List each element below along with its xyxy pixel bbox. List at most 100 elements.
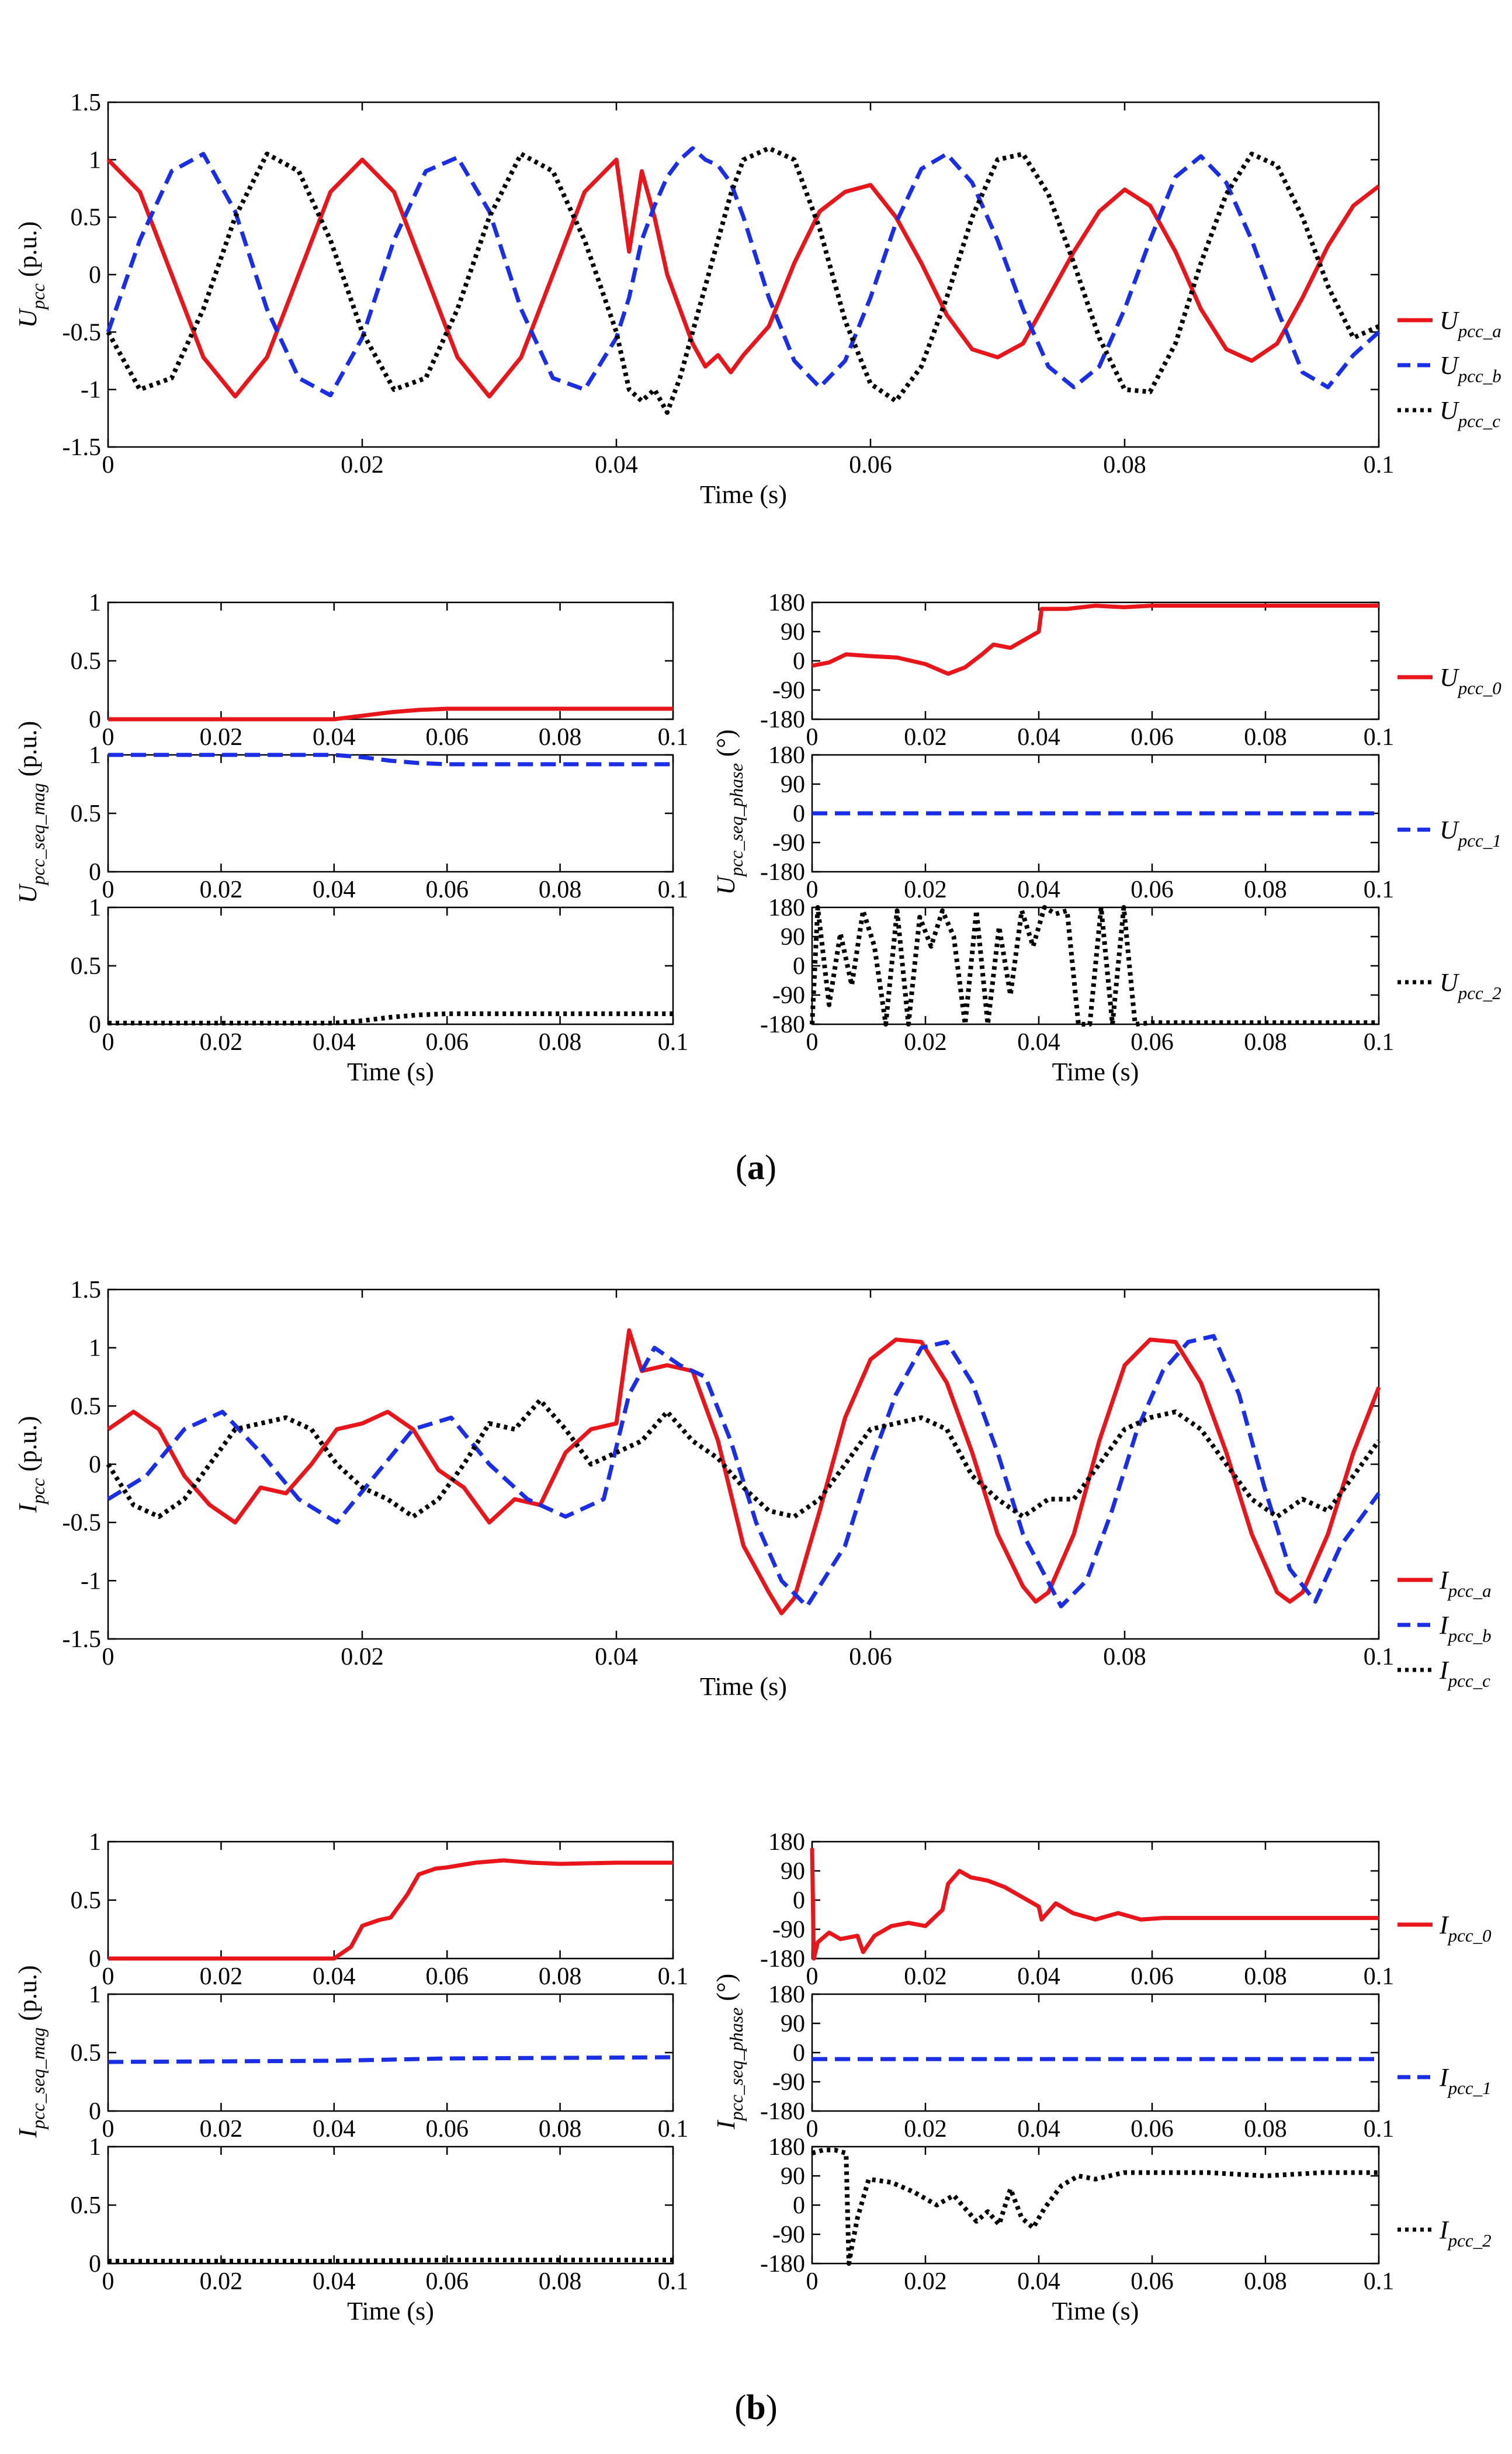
x-axis-label-a_phase-2: Time (s) [1052, 1058, 1139, 1086]
x-tick-label-a_main: 0.04 [595, 452, 638, 479]
x-tick-label-b_phase-0: 0 [806, 1963, 819, 1990]
y-axis-label-b_mag: Ipcc_seq_mag (p.u.) [13, 1965, 48, 2138]
y-tick-label-b_phase-1: -90 [772, 2069, 805, 2096]
x-tick-label-a_mag-1: 0.04 [313, 876, 356, 903]
legend-item-pcc-1: Upcc_1 [1397, 816, 1501, 851]
series-line-u-pcc-0 [812, 604, 1379, 676]
legend-item-pcc-b: Upcc_b [1397, 351, 1501, 386]
legend-label-sub: pcc_2 [1457, 983, 1501, 1003]
x-tick-label-a_phase-2: 0 [806, 1029, 819, 1056]
y-tick-label-b_main: -1 [81, 1568, 101, 1595]
legend-label-sub: pcc_c [1457, 411, 1501, 431]
y-axis-label-unit: (p.u.) [13, 221, 42, 277]
legend-label-sub: pcc_a [1447, 1580, 1492, 1601]
chart-a_mag-2: 0 0.02 0.04 0.06 0.08 0.1 0 0.5 1 Time (s) [71, 895, 689, 1086]
x-tick-label-a_phase-2: 0.04 [1017, 1029, 1060, 1056]
x-tick-label-a_main: 0.06 [849, 452, 892, 479]
legend-item-pcc-1: Ipcc_1 [1397, 2063, 1492, 2098]
x-tick-label-b_main: 0.08 [1103, 1644, 1146, 1670]
x-tick-label-b_mag-2: 0.04 [313, 2268, 356, 2295]
x-tick-label-a_mag-0: 0 [102, 724, 115, 751]
x-tick-label-a_mag-1: 0.1 [658, 876, 689, 903]
x-tick-label-b_phase-2: 0.08 [1244, 2268, 1287, 2295]
x-tick-label-a_phase-2: 0.02 [904, 1029, 947, 1056]
series-line-u-pcc-b [106, 146, 1381, 397]
legend-item-pcc-0: Ipcc_0 [1397, 1911, 1492, 1946]
x-tick-label-a_mag-1: 0.08 [539, 876, 582, 903]
x-tick-label-b_mag-2: 0.1 [658, 2268, 689, 2295]
x-tick-label-a_mag-1: 0.06 [425, 876, 469, 903]
y-tick-label-a_phase-1: 180 [768, 742, 805, 769]
legend-label-main: I [1439, 2216, 1449, 2244]
y-axis-label-unit: (p.u.) [13, 721, 42, 777]
y-axis-label-unit: (p.u.) [13, 1965, 42, 2020]
series-line-i-pcc-1 [107, 2055, 674, 2064]
series-line-i-pcc-2 [811, 2147, 1379, 2266]
x-tick-label-a_phase-1: 0.04 [1017, 876, 1060, 903]
y-tick-label-a_mag-0: 0.5 [71, 648, 102, 675]
caption-a: (a) [736, 1148, 776, 1187]
y-tick-label-b_phase-1: 90 [781, 2011, 805, 2037]
y-tick-label-a_mag-2: 0.5 [71, 953, 102, 980]
x-axis-label-b_phase-2: Time (s) [1052, 2297, 1139, 2325]
y-axis-label-space [13, 277, 42, 283]
x-tick-label-a_phase-0: 0.06 [1130, 724, 1174, 751]
x-tick-label-b_phase-1: 0.08 [1244, 2116, 1287, 2143]
x-tick-label-a_mag-2: 0.02 [200, 1029, 243, 1056]
y-axis-label-main: U [712, 875, 740, 895]
legend-item-pcc-2: Upcc_2 [1397, 968, 1501, 1003]
x-tick-label-a_phase-0: 0 [806, 724, 819, 751]
y-tick-label-b_mag-0: 0 [89, 1946, 101, 1973]
x-tick-label-b_phase-1: 0.04 [1017, 2116, 1060, 2143]
x-tick-label-a_phase-1: 0.08 [1244, 876, 1287, 903]
legend-item-pcc-2: Ipcc_2 [1397, 2216, 1492, 2251]
y-tick-label-a_mag-1: 0 [89, 859, 101, 886]
legend-label-sub: pcc_2 [1447, 2230, 1492, 2251]
y-axis-label-b_phase: Ipcc_seq_phase (°) [712, 1974, 747, 2130]
y-tick-label-a_phase-2: -90 [772, 982, 805, 1009]
x-tick-label-b_main: 0.04 [595, 1644, 638, 1670]
y-axis-label-sub: pcc [27, 1478, 48, 1505]
x-tick-label-b_mag-0: 0.02 [200, 1963, 243, 1990]
y-tick-label-b_mag-1: 1 [89, 1981, 101, 2008]
legend-label-main: I [1439, 1656, 1449, 1684]
chart-a_mag-1: 0 0.02 0.04 0.06 0.08 0.1 0 0.5 1 [71, 742, 689, 903]
y-axis-label-main: I [13, 1503, 42, 1513]
x-tick-label-b_mag-1: 0.1 [658, 2116, 689, 2143]
x-tick-label-b_phase-2: 0.04 [1017, 2268, 1060, 2295]
y-axis-label-sub: pcc_seq_mag [27, 2027, 48, 2130]
series-line-u-pcc-0 [108, 706, 673, 722]
y-axis-label-b_main: Ipcc (p.u.) [13, 1416, 48, 1513]
y-tick-label-a_mag-2: 1 [89, 895, 101, 921]
y-axis-label-a_mag: Upcc_seq_mag (p.u.) [13, 721, 48, 903]
y-tick-label-b_phase-1: -180 [760, 2098, 805, 2125]
chart-b_mag-1: 0 0.02 0.04 0.06 0.08 0.1 0 0.5 1 [71, 1981, 689, 2143]
x-tick-label-b_main: 0 [102, 1644, 115, 1670]
x-axis-label-b_mag-2: Time (s) [347, 2297, 434, 2325]
legend-label-sub: pcc_1 [1447, 2078, 1492, 2098]
y-tick-label-b_mag-2: 0.5 [71, 2192, 102, 2219]
y-tick-label-a_mag-1: 1 [89, 742, 101, 769]
x-tick-label-b_phase-1: 0 [806, 2116, 819, 2143]
y-tick-label-a_phase-1: -180 [760, 859, 805, 886]
y-tick-label-b_phase-2: 90 [781, 2163, 805, 2190]
y-tick-label-a_phase-0: 0 [793, 648, 805, 675]
y-tick-label-b_phase-2: 0 [793, 2192, 805, 2219]
x-tick-label-a_phase-0: 0.1 [1364, 724, 1395, 751]
x-tick-label-a_mag-0: 0.06 [425, 724, 469, 751]
series-line-i-pcc-0 [810, 1848, 1379, 1961]
legend-label-main: U [1440, 968, 1460, 997]
series-line-i-pcc-0 [108, 1858, 673, 1961]
x-tick-label-a_mag-2: 0.04 [313, 1029, 356, 1056]
x-tick-label-b_mag-1: 0.08 [539, 2116, 582, 2143]
y-tick-label-b_phase-0: -180 [760, 1946, 805, 1973]
legend-label-sub: pcc_b [1457, 366, 1501, 386]
x-tick-label-a_mag-1: 0.02 [200, 876, 243, 903]
legend-label-main: U [1440, 351, 1460, 380]
y-tick-label-a_main: -1 [81, 377, 101, 404]
y-tick-label-a_phase-0: -180 [760, 706, 805, 733]
legend-item-pcc-c: Upcc_c [1397, 396, 1500, 431]
y-tick-label-b_main: -1.5 [63, 1626, 102, 1653]
